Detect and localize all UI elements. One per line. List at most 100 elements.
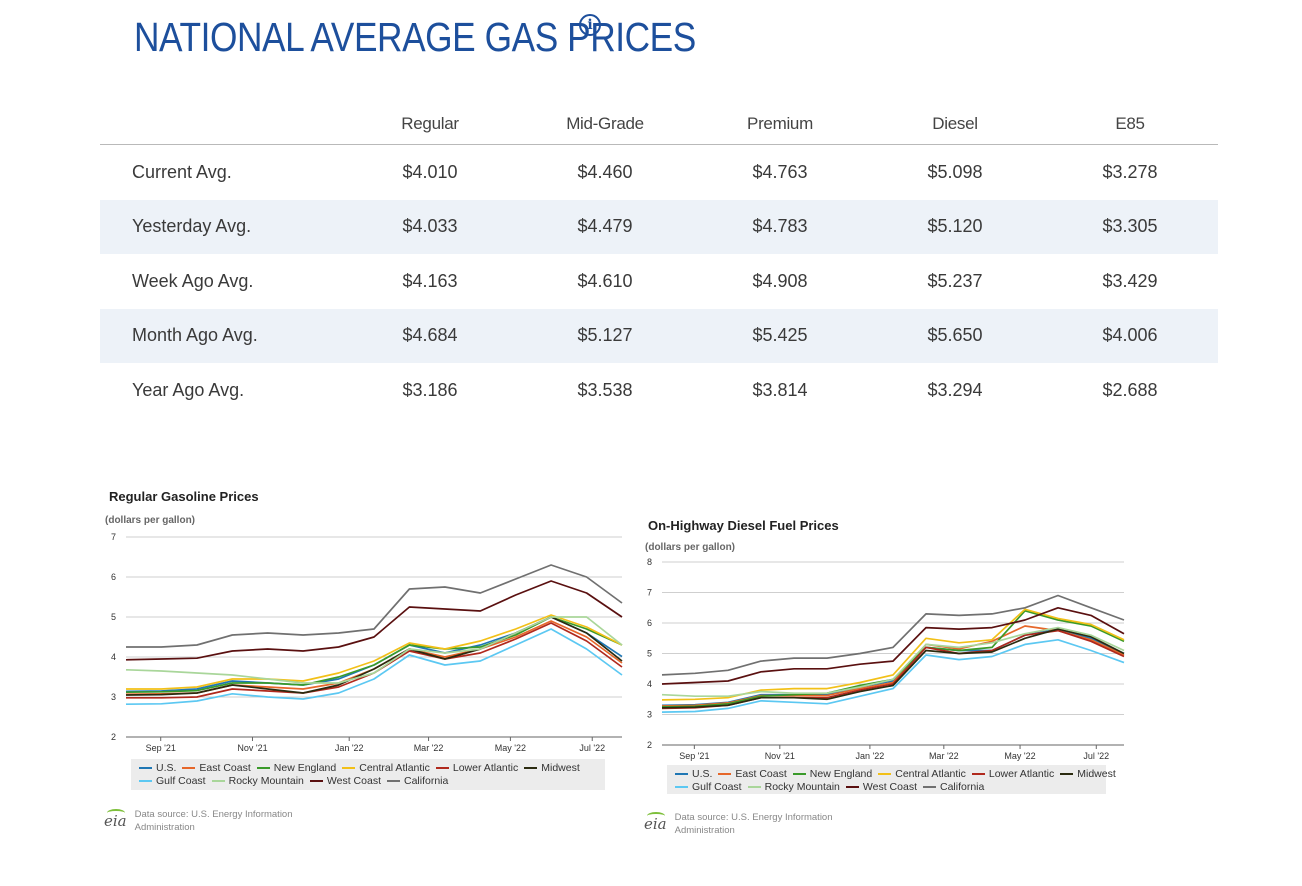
- diesel-data-source: eia Data source: U.S. Energy Information…: [644, 811, 850, 837]
- x-tick-label: Jan '22: [856, 751, 885, 761]
- legend-label: Central Atlantic: [359, 761, 430, 774]
- legend-swatch: [747, 785, 761, 788]
- x-tick-label: May '22: [1004, 751, 1035, 761]
- legend-item[interactable]: Central Atlantic: [342, 762, 430, 774]
- legend-swatch: [675, 785, 688, 788]
- price-cell: $4.163: [402, 270, 458, 291]
- legend-item[interactable]: New England: [792, 767, 873, 780]
- legend-item[interactable]: Midwest: [1060, 768, 1116, 780]
- legend-item[interactable]: West Coast: [309, 774, 381, 787]
- legend-item[interactable]: New England: [256, 761, 337, 774]
- price-cell: $5.098: [927, 161, 983, 182]
- eia-logo: eia: [644, 812, 667, 833]
- column-header-e85: E85: [1115, 114, 1145, 133]
- diesel-price-chart: 2 3 4 5 6 7 8 Sep '21 Nov '21 Jan '22 Mar '22 May '…: [647, 557, 1125, 761]
- legend-item[interactable]: California: [386, 775, 448, 787]
- legend-swatch: [309, 779, 323, 782]
- legend-item[interactable]: West Coast: [845, 780, 917, 793]
- legend-label: East Coast: [735, 767, 787, 780]
- row-label: Month Ago Avg.: [132, 325, 258, 346]
- row-label: Current Avg.: [132, 161, 232, 182]
- series-line-california: [126, 564, 623, 648]
- price-cell: $4.783: [752, 216, 808, 237]
- legend-item[interactable]: U.S.: [139, 762, 176, 774]
- x-tick-label: Nov '21: [765, 751, 795, 761]
- legend-item[interactable]: Lower Atlantic: [435, 761, 519, 774]
- legend-swatch: [182, 766, 196, 769]
- legend-label: U.S.: [156, 761, 177, 774]
- y-tick-label: 6: [111, 572, 116, 582]
- legend-swatch: [792, 772, 806, 775]
- price-cell: $3.429: [1102, 270, 1158, 291]
- legend-swatch: [342, 766, 356, 769]
- legend-swatch: [211, 779, 225, 782]
- price-cell: $2.688: [1102, 379, 1158, 400]
- legend-item[interactable]: Gulf Coast: [139, 775, 206, 787]
- x-tick-label: Sep '21: [146, 743, 176, 753]
- legend-item[interactable]: Rocky Mountain: [747, 780, 840, 793]
- legend-item[interactable]: East Coast: [182, 762, 251, 774]
- legend-label: Gulf Coast: [156, 774, 206, 787]
- legend-item[interactable]: East Coast: [718, 767, 787, 780]
- legend-item[interactable]: Gulf Coast: [675, 781, 742, 793]
- row-label: Year Ago Avg.: [132, 379, 245, 400]
- series-line-gulf-coast: [125, 628, 623, 706]
- legend-swatch: [524, 766, 538, 769]
- diesel-chart-title: On-Highway Diesel Fuel Prices: [648, 518, 839, 533]
- price-cell: $4.033: [402, 216, 458, 237]
- y-tick-label: 2: [647, 740, 652, 750]
- info-icon[interactable]: i: [579, 14, 601, 36]
- legend-label: New England: [273, 761, 337, 774]
- legend-swatch: [139, 766, 152, 769]
- price-cell: $5.120: [927, 216, 983, 237]
- legend-swatch: [386, 779, 400, 782]
- legend-row: U.S. East Coast New England Central Atlanti…: [139, 761, 597, 774]
- legend-swatch: [878, 772, 892, 775]
- legend-item[interactable]: U.S.: [675, 768, 712, 780]
- legend-item[interactable]: Midwest: [524, 762, 580, 774]
- source-text: Data source: U.S. Energy Information Adm…: [134, 809, 293, 833]
- price-cell: $3.814: [752, 379, 808, 400]
- y-tick-label: 5: [111, 612, 116, 622]
- page-title: NATIONAL AVERAGE GAS PRICES: [134, 14, 696, 60]
- legend-label: New England: [809, 767, 873, 780]
- table-row: Month Ago Avg. $4.684 $5.127 $5.425 $5.6…: [100, 308, 1218, 363]
- legend-item[interactable]: Lower Atlantic: [971, 767, 1055, 780]
- legend-label: Midwest: [1077, 767, 1116, 780]
- legend-label: Lower Atlantic: [988, 767, 1055, 780]
- price-table: Regular Mid-Grade Premium Diesel E85 Cur…: [100, 104, 1218, 418]
- legend-row: Gulf Coast Rocky Mountain West Coast Califo…: [139, 774, 597, 787]
- series-line-midwest: [661, 628, 1125, 709]
- legend-swatch: [718, 772, 732, 775]
- legend-label: Rocky Mountain: [764, 780, 840, 793]
- price-cell: $5.425: [752, 325, 808, 346]
- price-cell: $4.763: [752, 161, 808, 182]
- gasoline-chart-units: (dollars per gallon): [105, 515, 196, 526]
- legend-swatch: [675, 772, 688, 775]
- y-tick-label: 7: [647, 588, 652, 598]
- eia-logo: eia: [104, 809, 127, 830]
- y-tick-label: 3: [111, 692, 116, 702]
- price-cell: $4.006: [1102, 325, 1158, 346]
- series-line-west-coast: [125, 580, 623, 661]
- column-header-premium: Premium: [747, 114, 813, 133]
- legend-item[interactable]: Central Atlantic: [878, 768, 966, 780]
- price-cell: $5.127: [577, 325, 633, 346]
- legend-label: U.S.: [692, 767, 713, 780]
- legend-label: Central Atlantic: [895, 767, 966, 780]
- legend-label: Midwest: [541, 761, 580, 774]
- series-line-california: [661, 594, 1125, 676]
- legend-label: West Coast: [862, 780, 917, 793]
- price-cell: $3.278: [1102, 161, 1158, 182]
- diesel-chart-legend: U.S. East Coast New England Central Atlanti…: [667, 765, 1116, 794]
- legend-label: West Coast: [326, 774, 381, 787]
- table-row: Year Ago Avg. $3.186 $3.538 $3.814 $3.29…: [100, 363, 1218, 418]
- legend-label: Lower Atlantic: [452, 761, 519, 774]
- price-cell: $4.610: [577, 270, 633, 291]
- x-tick-label: Jul '22: [1083, 751, 1109, 761]
- legend-item[interactable]: Rocky Mountain: [211, 775, 304, 787]
- x-tick-label: Jul '22: [579, 743, 605, 753]
- y-tick-label: 4: [111, 652, 116, 662]
- gasoline-price-chart: 2 3 4 5 6 7 Sep '21 Nov '21 Jan '22 Mar '22 May '2…: [111, 532, 623, 753]
- legend-item[interactable]: California: [922, 781, 984, 793]
